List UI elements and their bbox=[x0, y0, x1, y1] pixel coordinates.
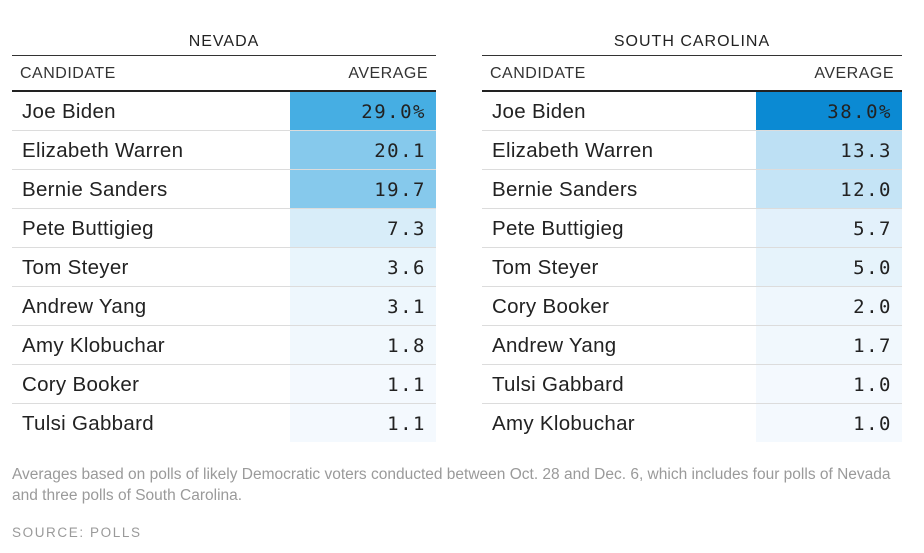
average-cell: 12.0 bbox=[756, 170, 902, 208]
average-value: 3.6 bbox=[387, 257, 426, 279]
candidate-name: Amy Klobuchar bbox=[22, 334, 165, 357]
candidate-name: Joe Biden bbox=[492, 100, 586, 123]
table-row: Pete Buttigieg 5.7 bbox=[482, 209, 902, 248]
table-row: Joe Biden 38.0% bbox=[482, 92, 902, 131]
source-note: SOURCE: POLLS bbox=[12, 525, 142, 540]
candidate-name: Tom Steyer bbox=[492, 256, 599, 279]
candidate-name: Tulsi Gabbard bbox=[492, 373, 624, 396]
table-row: Elizabeth Warren 13.3 bbox=[482, 131, 902, 170]
table-row: Cory Booker 1.1 bbox=[12, 365, 436, 404]
table-body: Joe Biden 38.0% Elizabeth Warren 13.3 Bernie… bbox=[482, 92, 902, 442]
average-value: 1.1 bbox=[387, 413, 426, 435]
average-value: 19.7 bbox=[374, 179, 426, 201]
candidate-name: Pete Buttigieg bbox=[492, 217, 624, 240]
average-cell: 7.3 bbox=[290, 209, 436, 247]
table-row: Tulsi Gabbard 1.0 bbox=[482, 365, 902, 404]
average-cell: 1.0 bbox=[756, 365, 902, 403]
average-value: 1.8 bbox=[387, 335, 426, 357]
table-row: Andrew Yang 3.1 bbox=[12, 287, 436, 326]
average-value: 1.0 bbox=[853, 413, 892, 435]
average-value: 12.0 bbox=[840, 179, 892, 201]
candidate-name: Joe Biden bbox=[22, 100, 116, 123]
table-row: Elizabeth Warren 20.1 bbox=[12, 131, 436, 170]
average-cell: 38.0% bbox=[756, 92, 902, 130]
average-cell: 3.1 bbox=[290, 287, 436, 325]
average-cell: 1.1 bbox=[290, 365, 436, 403]
table-title: NEVADA bbox=[12, 28, 436, 56]
south-carolina-table: SOUTH CAROLINA CANDIDATE AVERAGE Joe Bid… bbox=[482, 28, 902, 442]
average-value: 20.1 bbox=[374, 140, 426, 162]
candidate-name: Pete Buttigieg bbox=[22, 217, 154, 240]
average-value: 5.7 bbox=[853, 218, 892, 240]
average-cell: 13.3 bbox=[756, 131, 902, 169]
table-header: CANDIDATE AVERAGE bbox=[12, 56, 436, 92]
average-cell: 1.1 bbox=[290, 404, 436, 442]
candidate-name: Andrew Yang bbox=[492, 334, 617, 357]
average-value: 1.1 bbox=[387, 374, 426, 396]
column-header-average: AVERAGE bbox=[348, 65, 428, 82]
candidate-name: Cory Booker bbox=[492, 295, 610, 318]
candidate-name: Amy Klobuchar bbox=[492, 412, 635, 435]
average-value: 1.7 bbox=[853, 335, 892, 357]
table-row: Bernie Sanders 12.0 bbox=[482, 170, 902, 209]
average-value: 5.0 bbox=[853, 257, 892, 279]
candidate-name: Bernie Sanders bbox=[22, 178, 168, 201]
average-cell: 19.7 bbox=[290, 170, 436, 208]
table-row: Amy Klobuchar 1.0 bbox=[482, 404, 902, 442]
candidate-name: Tulsi Gabbard bbox=[22, 412, 154, 435]
average-value: 3.1 bbox=[387, 296, 426, 318]
column-header-average: AVERAGE bbox=[814, 65, 894, 82]
candidate-name: Andrew Yang bbox=[22, 295, 147, 318]
average-cell: 2.0 bbox=[756, 287, 902, 325]
table-row: Andrew Yang 1.7 bbox=[482, 326, 902, 365]
average-cell: 5.0 bbox=[756, 248, 902, 286]
table-row: Bernie Sanders 19.7 bbox=[12, 170, 436, 209]
average-cell: 1.7 bbox=[756, 326, 902, 364]
average-value: 1.0 bbox=[853, 374, 892, 396]
footnote: Averages based on polls of likely Democr… bbox=[12, 466, 891, 504]
table-row: Joe Biden 29.0% bbox=[12, 92, 436, 131]
table-row: Tulsi Gabbard 1.1 bbox=[12, 404, 436, 442]
candidate-name: Elizabeth Warren bbox=[22, 139, 184, 162]
column-header-candidate: CANDIDATE bbox=[20, 65, 116, 82]
table-header: CANDIDATE AVERAGE bbox=[482, 56, 902, 92]
candidate-name: Tom Steyer bbox=[22, 256, 129, 279]
average-cell: 1.8 bbox=[290, 326, 436, 364]
table-row: Tom Steyer 3.6 bbox=[12, 248, 436, 287]
column-header-candidate: CANDIDATE bbox=[490, 65, 586, 82]
candidate-name: Bernie Sanders bbox=[492, 178, 638, 201]
table-row: Tom Steyer 5.0 bbox=[482, 248, 902, 287]
average-cell: 20.1 bbox=[290, 131, 436, 169]
average-value: 2.0 bbox=[853, 296, 892, 318]
nevada-table: NEVADA CANDIDATE AVERAGE Joe Biden 29.0% E… bbox=[12, 28, 436, 442]
table-row: Cory Booker 2.0 bbox=[482, 287, 902, 326]
average-value: 38.0% bbox=[827, 101, 892, 123]
average-value: 29.0% bbox=[361, 101, 426, 123]
average-value: 13.3 bbox=[840, 140, 892, 162]
average-cell: 3.6 bbox=[290, 248, 436, 286]
table-row: Pete Buttigieg 7.3 bbox=[12, 209, 436, 248]
candidate-name: Elizabeth Warren bbox=[492, 139, 654, 162]
average-cell: 1.0 bbox=[756, 404, 902, 442]
table-row: Amy Klobuchar 1.8 bbox=[12, 326, 436, 365]
average-value: 7.3 bbox=[387, 218, 426, 240]
table-body: Joe Biden 29.0% Elizabeth Warren 20.1 Bernie… bbox=[12, 92, 436, 442]
average-cell: 29.0% bbox=[290, 92, 436, 130]
table-title: SOUTH CAROLINA bbox=[482, 28, 902, 56]
candidate-name: Cory Booker bbox=[22, 373, 140, 396]
average-cell: 5.7 bbox=[756, 209, 902, 247]
